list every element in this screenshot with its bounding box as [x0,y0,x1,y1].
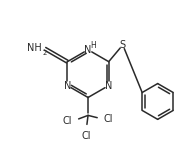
Text: Cl: Cl [104,114,113,124]
Text: S: S [120,40,126,50]
Text: H: H [90,41,96,50]
Text: 2: 2 [43,50,47,56]
Text: Cl: Cl [81,131,91,141]
Text: N: N [105,80,112,91]
Text: Cl: Cl [63,116,72,126]
Text: N: N [84,45,92,55]
Text: N: N [64,80,71,91]
Text: NH: NH [27,43,42,53]
